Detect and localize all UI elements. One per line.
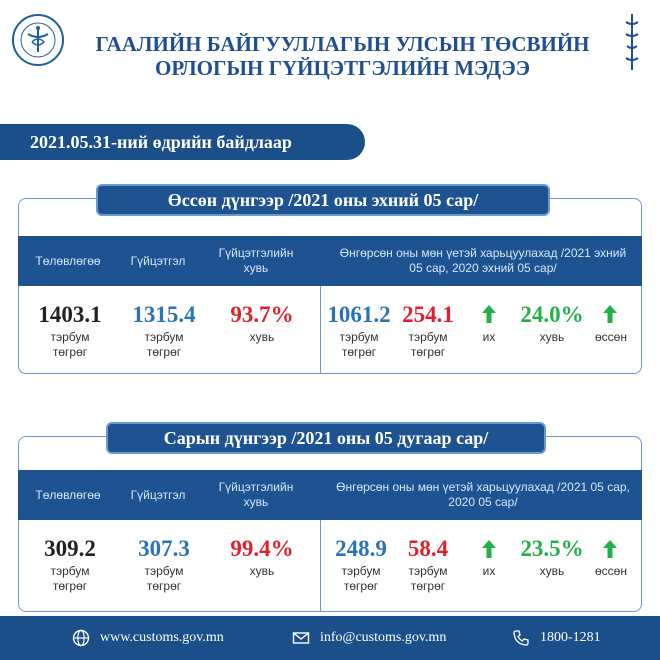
phone-icon: [513, 630, 529, 646]
diff-unit: тэрбум төгрөг: [408, 564, 448, 593]
pct-unit: хувь: [249, 564, 275, 578]
plan-value: 309.2: [44, 536, 96, 561]
cumulative-header-row: Төлөвлөгөө Гүйцэтгэл Гүйцэтгэлийн хувь Ө…: [18, 236, 642, 286]
date-banner: 2021.05.31-ний өдрийн байдлаар: [0, 124, 365, 160]
col-actual-label: Гүйцэтгэл: [130, 253, 186, 268]
up-arrow-icon: [603, 305, 617, 323]
col-plan-label: Төлөвлөгөө: [35, 487, 101, 502]
diff-value: 254.1: [402, 302, 454, 327]
actual-value: 307.3: [138, 536, 190, 561]
footer-email[interactable]: info@customs.gov.mn: [292, 616, 446, 660]
grew-label: өссөн: [595, 330, 627, 344]
customs-logo: [12, 14, 64, 66]
column-divider: [320, 286, 321, 374]
actual-unit: тэрбум төгрөг: [144, 330, 184, 359]
up-arrow-icon: [482, 540, 496, 558]
actual-unit: тэрбум төгрөг: [144, 564, 184, 593]
plan-unit: тэрбум төгрөг: [50, 564, 90, 593]
col-pct-label: Гүйцэтгэлийн хувь: [218, 480, 294, 509]
growth-unit: хувь: [539, 330, 565, 344]
diff-value: 58.4: [407, 536, 449, 561]
compare-header-label: Өнгөрсөн оны мөн үетэй харьцуулахад /202…: [336, 480, 630, 509]
website-text[interactable]: www.customs.gov.mn: [100, 630, 224, 645]
col-plan-label: Төлөвлөгөө: [35, 253, 101, 268]
footer-phone[interactable]: 1800-1281: [512, 616, 601, 660]
column-divider: [320, 520, 321, 612]
actual-value: 1315.4: [132, 302, 196, 327]
up-arrow-icon: [482, 305, 496, 323]
footer: www.customs.gov.mn info@customs.gov.mn 1…: [0, 616, 660, 660]
globe-icon: [72, 629, 90, 647]
monthly-header-row: Төлөвлөгөө Гүйцэтгэл Гүйцэтгэлийн хувь Ө…: [18, 470, 642, 520]
growth-value: 24.0%: [520, 302, 584, 327]
monthly-heading: Сарын дүнгээр /2021 оны 05 дугаар сар/: [106, 422, 546, 454]
more-label: их: [482, 330, 496, 344]
prev-value: 248.9: [335, 536, 387, 561]
cumulative-heading: Өссөн дүнгээр /2021 оны эхний 05 сар/: [96, 184, 550, 216]
growth-value: 23.5%: [520, 536, 584, 561]
plan-unit: тэрбум төгрөг: [50, 330, 90, 359]
pct-value: 99.4%: [230, 536, 294, 561]
pct-unit: хувь: [249, 330, 275, 344]
col-actual-label: Гүйцэтгэл: [130, 487, 186, 502]
mongolian-script-emblem: [625, 14, 639, 70]
prev-unit: тэрбум төгрөг: [341, 564, 381, 593]
prev-unit: тэрбум төгрөг: [339, 330, 379, 359]
footer-website[interactable]: www.customs.gov.mn: [72, 616, 224, 660]
email-text[interactable]: info@customs.gov.mn: [320, 630, 447, 645]
plan-value: 1403.1: [38, 302, 102, 327]
page-title: ГААЛИЙН БАЙГУУЛЛАГЫН УЛСЫН ТӨСВИЙН ОРЛОГ…: [80, 32, 605, 80]
title-line-2: ОРЛОГЫН ГҮЙЦЭТГЭЛИЙН МЭДЭЭ: [155, 56, 530, 80]
up-arrow-icon: [603, 540, 617, 558]
growth-unit: хувь: [539, 564, 565, 578]
pct-value: 93.7%: [230, 302, 294, 327]
prev-value: 1061.2: [327, 302, 391, 327]
phone-text[interactable]: 1800-1281: [540, 630, 601, 645]
col-pct-label: Гүйцэтгэлийн хувь: [218, 246, 294, 275]
more-label: их: [482, 564, 496, 578]
grew-label: өссөн: [595, 564, 627, 578]
diff-unit: тэрбум төгрөг: [408, 330, 448, 359]
title-line-1: ГААЛИЙН БАЙГУУЛЛАГЫН УЛСЫН ТӨСВИЙН: [95, 32, 590, 56]
mail-icon: [292, 632, 310, 644]
compare-header-label: Өнгөрсөн оны мөн үетэй харьцуулахад /202…: [339, 246, 627, 275]
